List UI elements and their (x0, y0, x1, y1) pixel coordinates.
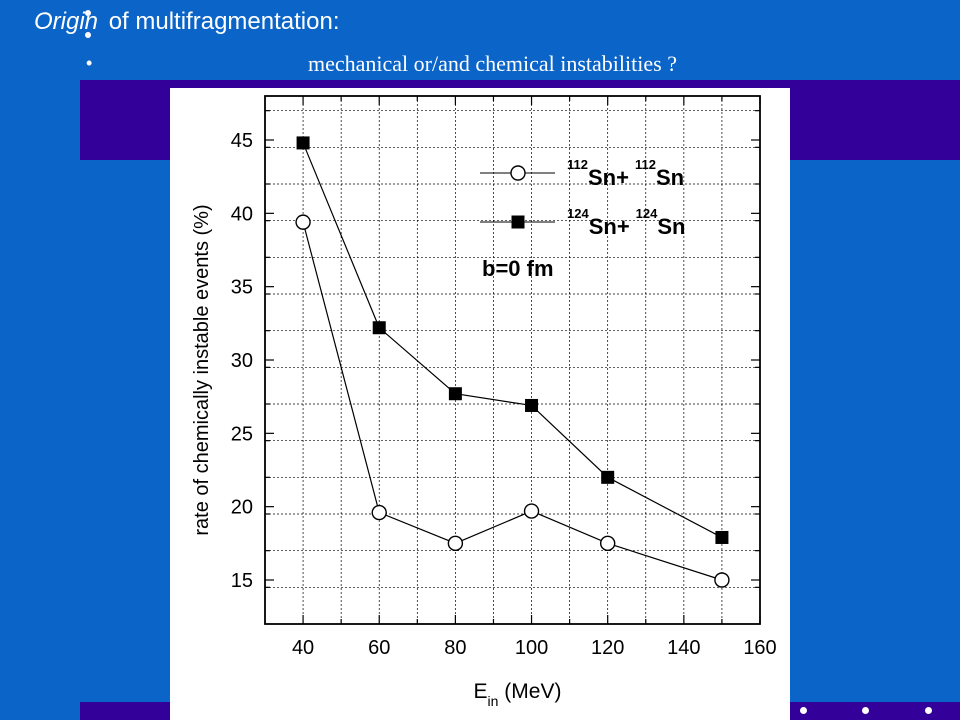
chart-svg: 40 60 80 100 120 140 160 15 20 25 30 35 40 45 Ein (MeV… (191, 95, 777, 709)
x-tick-label: 80 (444, 637, 466, 659)
data-point-open-circle (599, 535, 616, 552)
y-tick-label: 15 (231, 570, 253, 592)
y-tick-label: 25 (231, 423, 253, 445)
y-axis-label: rate of chemically instable events (%) (191, 204, 213, 535)
data-point-filled-square (601, 470, 615, 484)
data-point-open-circle (371, 504, 387, 521)
x-tick-label: 120 (591, 637, 624, 659)
x-tick-label: 40 (292, 637, 314, 659)
legend-label: 112Sn+112Sn (567, 157, 684, 190)
bullet-marker: • (86, 53, 93, 73)
x-tick-label: 100 (515, 637, 548, 659)
title-rest: of multifragmentation: (108, 8, 340, 35)
legend-marker-square (511, 215, 525, 229)
data-point-filled-square (448, 387, 462, 401)
y-tick-label: 35 (231, 277, 253, 299)
data-point-filled-square (715, 530, 729, 544)
legend-label: 124Sn+124Sn (567, 206, 686, 239)
y-tick-label: 30 (231, 350, 253, 372)
y-tick-label: 40 (231, 203, 253, 225)
axis-ticks (265, 96, 761, 624)
legend-marker-circle (510, 165, 526, 181)
x-tick-label: 140 (667, 637, 700, 659)
series-line-2 (302, 142, 723, 538)
series-line-1 (302, 221, 723, 581)
decorative-dots (800, 707, 940, 717)
data-point-open-circle (295, 214, 311, 230)
x-tick-label: 60 (368, 637, 390, 659)
data-point-open-circle (714, 572, 730, 588)
title-cursor-dots (82, 6, 94, 40)
y-tick-label: 20 (231, 497, 253, 519)
data-point-filled-square (372, 321, 386, 335)
y-tick-label: 45 (231, 130, 253, 152)
x-axis-label: Ein (MeV) (474, 680, 562, 709)
data-point-filled-square (296, 136, 310, 150)
chart-panel: 40 60 80 100 120 140 160 15 20 25 30 35 40 45 Ein (MeV… (170, 88, 790, 720)
x-tick-label: 160 (743, 637, 776, 659)
slide-subtitle: mechanical or/and chemical instabilities… (308, 51, 677, 76)
slide-title: Origin of multifragmentation: (34, 8, 339, 36)
data-point-filled-square (525, 398, 539, 412)
data-point-open-circle (447, 535, 464, 552)
impact-parameter-annotation: b=0 fm (482, 256, 554, 281)
data-point-open-circle (523, 503, 540, 519)
